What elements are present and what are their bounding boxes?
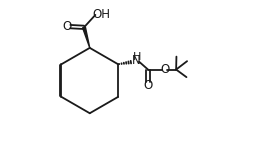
Text: N: N — [132, 54, 141, 67]
Text: O: O — [161, 63, 170, 76]
Text: O: O — [62, 20, 72, 33]
Text: H: H — [132, 52, 141, 62]
Text: O: O — [143, 79, 153, 92]
Polygon shape — [83, 27, 90, 48]
Text: OH: OH — [92, 8, 110, 21]
